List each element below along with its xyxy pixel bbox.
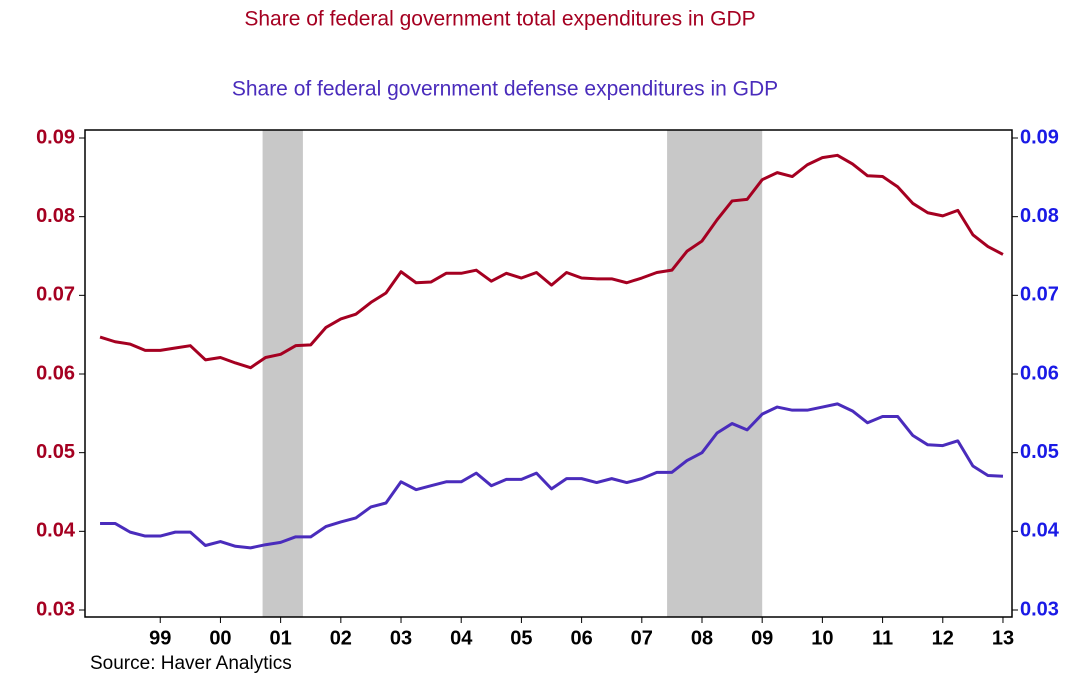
y-tick-label: 0.06 [36,362,75,384]
x-tick-label: 10 [811,627,833,649]
y2-tick-label: 0.05 [1020,441,1059,463]
x-tick-label: 03 [390,627,412,649]
y-tick-label: 0.09 [36,126,75,148]
y-tick-label: 0.03 [36,598,75,620]
y2-tick-label: 0.08 [1020,205,1059,227]
x-tick-label: 11 [872,627,893,649]
recession-band [667,130,763,617]
y2-tick-label: 0.03 [1020,598,1059,620]
x-tick-label: 04 [450,627,473,649]
y2-tick-label: 0.04 [1020,520,1060,542]
series-line [100,402,1004,550]
series-line [99,153,1004,370]
y2-tick-label: 0.06 [1020,362,1059,384]
y-tick-label: 0.04 [36,520,76,542]
y-tick-label: 0.07 [36,284,75,306]
x-tick-label: 00 [209,627,231,649]
x-tick-label: 06 [570,627,592,649]
y-tick-label: 0.05 [36,441,75,463]
y2-tick-label: 0.09 [1020,126,1059,148]
x-tick-label: 02 [330,627,352,649]
chart-title: Share of federal government total expend… [244,8,755,31]
chart-subtitle: Share of federal government defense expe… [232,78,778,101]
y2-tick-label: 0.07 [1020,284,1059,306]
x-tick-label: 07 [631,627,653,649]
x-tick-label: 09 [751,627,773,649]
x-tick-label: 08 [691,627,713,649]
x-tick-label: 05 [510,627,532,649]
x-tick-label: 13 [992,627,1014,649]
y-tick-label: 0.08 [36,205,75,227]
x-tick-label: 99 [149,627,171,649]
source-note: Source: Haver Analytics [90,653,292,674]
x-tick-label: 12 [932,627,954,649]
x-tick-label: 01 [270,627,292,649]
